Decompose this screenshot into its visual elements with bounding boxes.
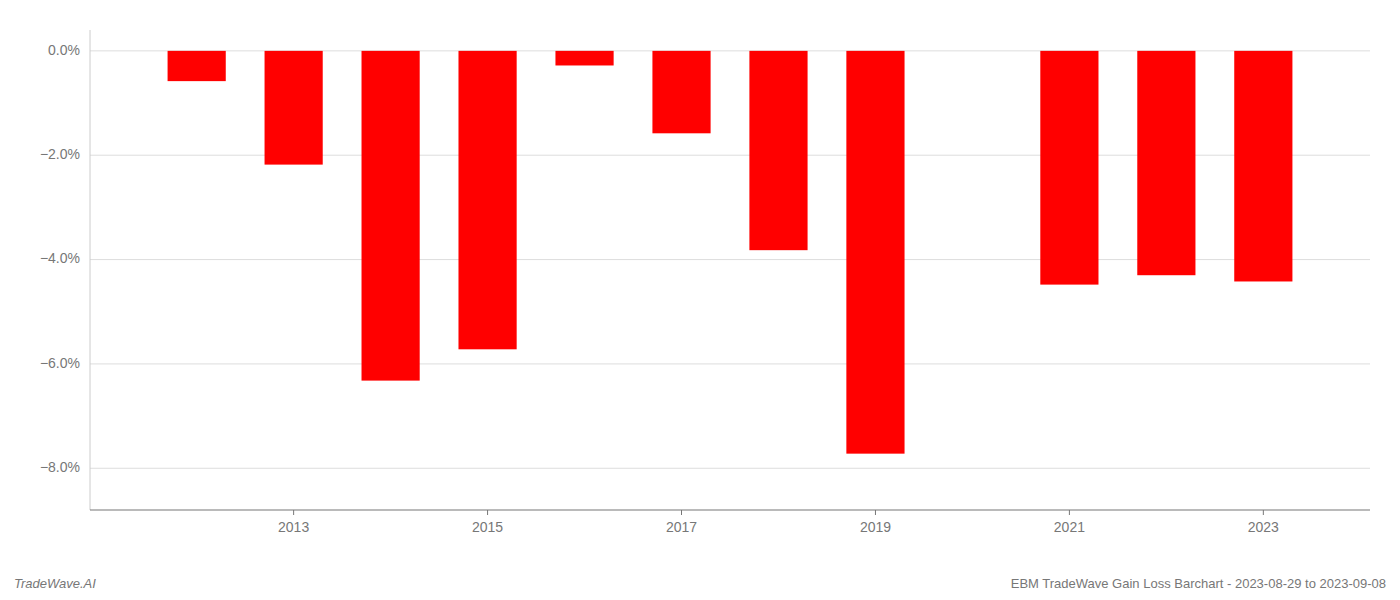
y-axis: 0.0% −2.0% −4.0% −6.0% −8.0%	[40, 30, 90, 510]
y-tick-label: −4.0%	[40, 250, 80, 266]
y-tick-label: 0.0%	[48, 42, 80, 58]
bar	[749, 51, 807, 250]
x-tick-label: 2017	[666, 519, 697, 535]
bar	[1137, 51, 1195, 275]
bar	[362, 51, 420, 381]
chart-svg: 0.0% −2.0% −4.0% −6.0% −8.0% 2013 2015 2017 2019…	[0, 0, 1400, 600]
x-tick	[293, 510, 294, 515]
bar	[265, 51, 323, 165]
chart-container: 0.0% −2.0% −4.0% −6.0% −8.0% 2013 2015 2017 2019…	[0, 0, 1400, 600]
x-tick-label: 2019	[860, 519, 891, 535]
x-tick-label: 2015	[472, 519, 503, 535]
x-tick-label: 2013	[278, 519, 309, 535]
y-tick-label: −6.0%	[40, 355, 80, 371]
x-axis: 2013 2015 2017 2019 2021 2023	[90, 510, 1370, 535]
grid	[90, 51, 1370, 468]
x-tick	[875, 510, 876, 515]
x-tick	[1263, 510, 1264, 515]
watermark: TradeWave.AI	[14, 576, 96, 591]
x-tick	[487, 510, 488, 515]
y-axis-line	[90, 30, 91, 510]
x-tick-label: 2021	[1054, 519, 1085, 535]
bar	[458, 51, 516, 349]
grid-line	[90, 363, 1370, 364]
x-tick-label: 2023	[1248, 519, 1279, 535]
bars	[168, 51, 1293, 454]
bar	[652, 51, 710, 133]
bar	[168, 51, 226, 81]
y-tick-label: −2.0%	[40, 146, 80, 162]
x-tick	[1069, 510, 1070, 515]
x-axis-line	[90, 509, 1370, 510]
bar	[846, 51, 904, 454]
grid-line	[90, 468, 1370, 469]
bar	[1234, 51, 1292, 282]
x-tick	[681, 510, 682, 515]
chart-title: EBM TradeWave Gain Loss Barchart - 2023-…	[1011, 576, 1386, 591]
bar	[555, 51, 613, 66]
bar	[1040, 51, 1098, 285]
y-tick-label: −8.0%	[40, 459, 80, 475]
